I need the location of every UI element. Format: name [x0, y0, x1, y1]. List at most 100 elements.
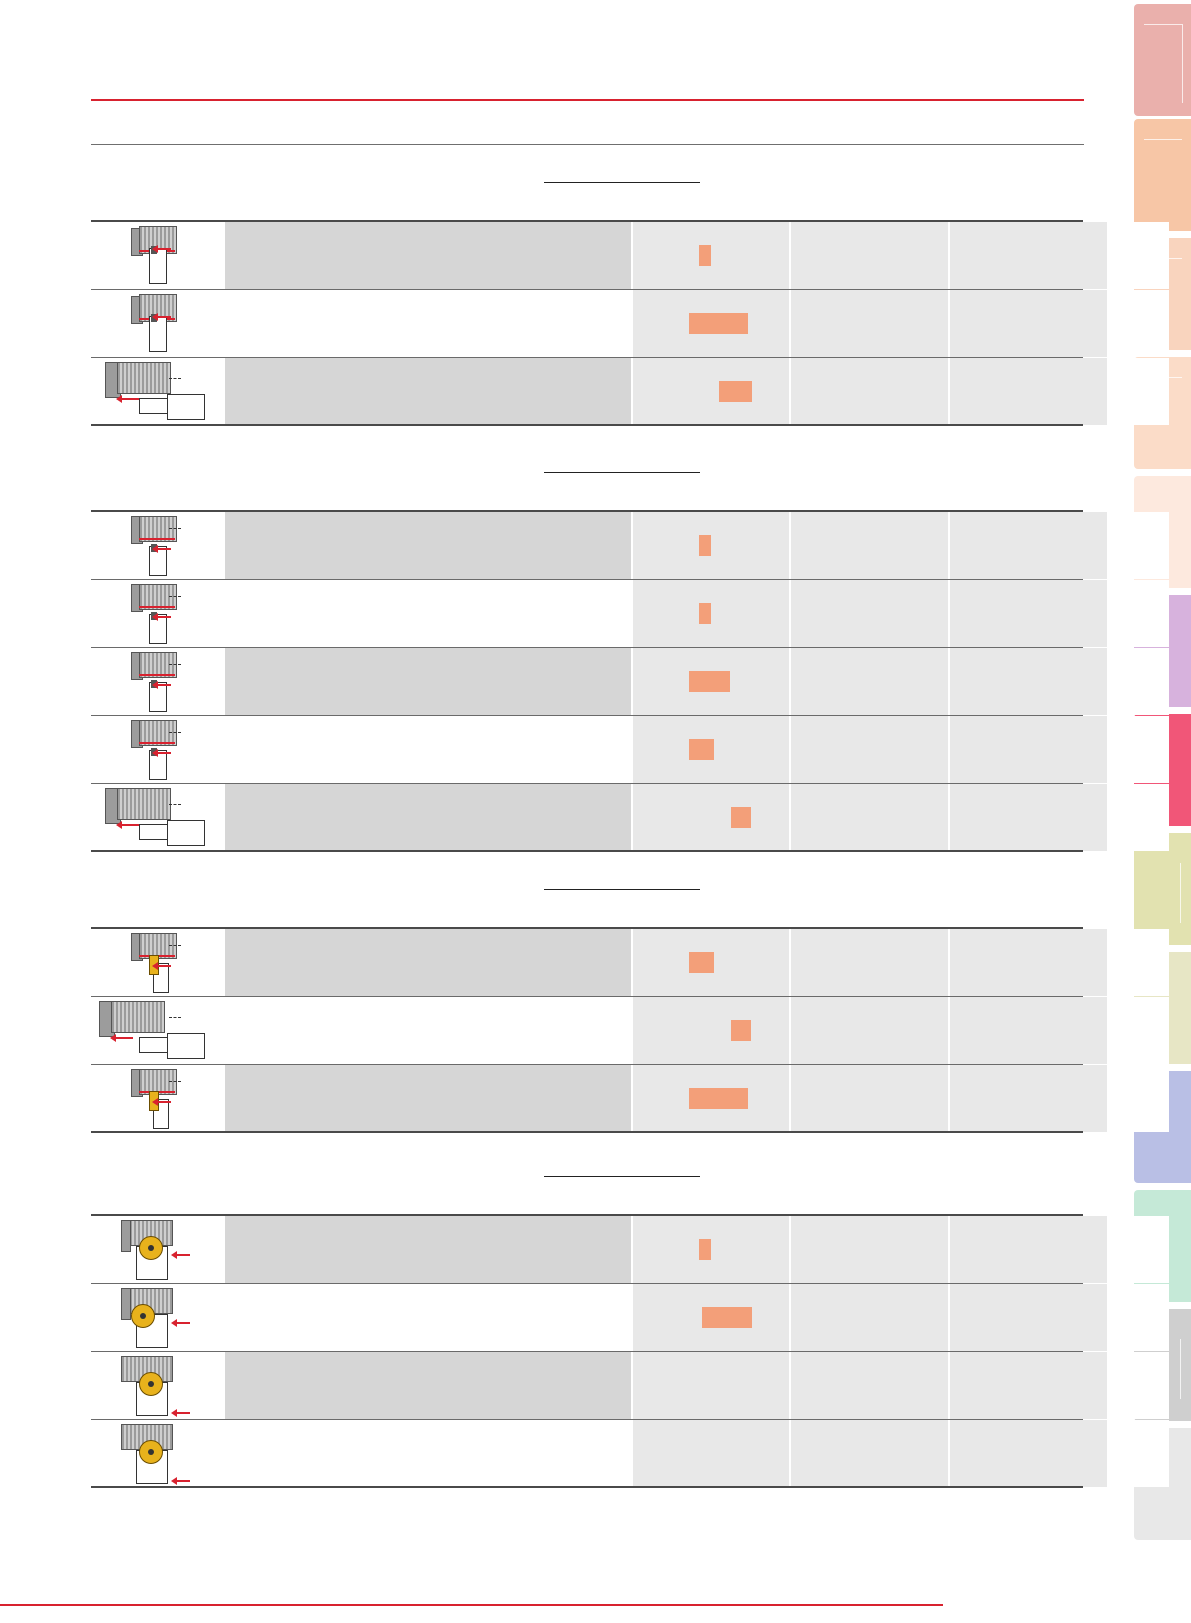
value-cell-2 — [791, 512, 948, 579]
tool-shank — [167, 1033, 205, 1059]
tool-image-cell — [91, 222, 224, 289]
tool-illustration — [91, 997, 224, 1064]
table-row — [91, 784, 1169, 852]
value-cell-4 — [1109, 512, 1169, 579]
index-tab-mark — [1144, 139, 1182, 140]
value-cell-1 — [633, 997, 789, 1064]
feed-arrow — [116, 395, 139, 403]
value-cell-2 — [791, 716, 948, 783]
value-cell-1 — [633, 929, 789, 996]
workpiece-block — [121, 1220, 131, 1252]
header-gray-rule — [91, 144, 1084, 145]
description-cell — [225, 222, 631, 289]
table-row — [91, 1216, 1169, 1284]
workpiece-thread — [139, 720, 177, 746]
range-bar — [699, 245, 711, 266]
value-cell-1 — [633, 1284, 789, 1351]
row-separator — [91, 996, 1083, 997]
index-tab-mark — [1180, 1339, 1181, 1399]
tool-image-cell — [91, 997, 224, 1064]
table-row — [91, 358, 1169, 426]
value-cell-1 — [633, 358, 789, 425]
round-insert — [139, 1440, 163, 1464]
value-cell-1 — [633, 512, 789, 579]
range-bar — [731, 1020, 751, 1041]
value-cell-2 — [791, 997, 948, 1064]
feed-arrow — [152, 749, 171, 757]
workpiece-thread — [139, 1069, 177, 1095]
description-cell — [225, 290, 631, 357]
value-cell-4 — [1109, 580, 1169, 647]
workpiece-thread — [139, 516, 177, 542]
value-cell-1 — [633, 648, 789, 715]
centerline — [169, 732, 181, 734]
value-cell-4 — [1109, 648, 1169, 715]
description-cell — [225, 1352, 631, 1419]
tool-illustration — [91, 290, 224, 357]
index-tab-2[interactable] — [1134, 119, 1191, 231]
range-bar — [689, 313, 748, 334]
value-cell-1 — [633, 1065, 789, 1132]
thread-flank-line — [139, 606, 175, 608]
description-cell — [225, 580, 631, 647]
value-cell-4 — [1109, 997, 1169, 1064]
tool-illustration — [91, 716, 224, 783]
value-cell-3 — [950, 784, 1107, 851]
value-cell-3 — [950, 512, 1107, 579]
value-cell-2 — [791, 358, 948, 425]
index-tab-8[interactable] — [1134, 833, 1191, 945]
tool-image-cell — [91, 784, 224, 851]
centerline — [169, 528, 181, 530]
value-cell-3 — [950, 997, 1107, 1064]
value-cell-2 — [791, 648, 948, 715]
row-separator — [91, 357, 1083, 358]
row-separator — [91, 1064, 1083, 1065]
feed-arrow — [152, 545, 171, 553]
tool-holder — [149, 546, 167, 576]
tool-illustration — [91, 648, 224, 715]
thread-flank-line — [139, 742, 175, 744]
round-insert — [131, 1304, 155, 1328]
value-cell-4 — [1109, 784, 1169, 851]
tool-image-cell — [91, 1284, 224, 1351]
tool-illustration — [91, 580, 224, 647]
feed-arrow — [110, 1034, 133, 1042]
centerline — [169, 804, 181, 806]
feed-arrow — [152, 1098, 171, 1106]
table-row — [91, 1352, 1169, 1420]
value-cell-3 — [950, 1284, 1107, 1351]
thread-flank-line — [139, 674, 175, 676]
tool-image-cell — [91, 1352, 224, 1419]
value-cell-4 — [1109, 716, 1169, 783]
value-cell-2 — [791, 1216, 948, 1283]
table-top-rule — [91, 510, 1083, 512]
value-cell-3 — [950, 222, 1107, 289]
header-red-rule — [91, 99, 1084, 101]
table-row — [91, 929, 1169, 997]
index-tab-1[interactable] — [1134, 4, 1191, 116]
workpiece-thread — [117, 362, 171, 394]
value-cell-4 — [1109, 290, 1169, 357]
feed-arrow — [152, 613, 171, 621]
feed-arrow — [171, 1477, 190, 1485]
row-separator — [91, 715, 1083, 716]
index-tab-mark — [1144, 24, 1183, 103]
table-top-rule — [91, 220, 1083, 222]
row-separator — [91, 579, 1083, 580]
tool-image-cell — [91, 580, 224, 647]
feed-arrow — [171, 1251, 190, 1259]
centerline — [169, 945, 181, 947]
value-cell-2 — [791, 580, 948, 647]
column-group-header-rule — [544, 1176, 700, 1177]
tool-holder — [149, 750, 167, 780]
feed-arrow — [171, 1319, 190, 1327]
tool-holder — [149, 614, 167, 644]
tool-illustration — [91, 784, 224, 851]
value-cell-4 — [1109, 1420, 1169, 1487]
workpiece-thread — [139, 652, 177, 678]
table-row — [91, 716, 1169, 784]
value-cell-2 — [791, 784, 948, 851]
tool-table-4 — [91, 1172, 1169, 1488]
footer-red-rule — [0, 1604, 943, 1606]
table-row — [91, 1065, 1169, 1133]
